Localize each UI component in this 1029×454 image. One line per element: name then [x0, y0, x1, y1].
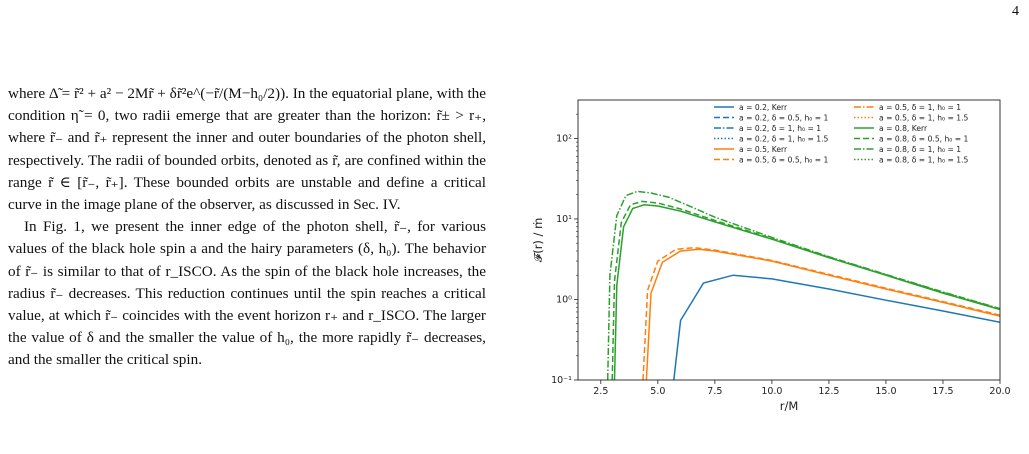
x-tick-label: 17.5	[932, 386, 953, 397]
text-line: radius r̃₋ decreases. This reduction con…	[8, 284, 351, 302]
legend-entry: a = 0.5, δ = 1, h₀ = 1.5	[879, 113, 969, 122]
series-line-4	[645, 248, 1000, 380]
text-line: where Δ̃ = r̃² + a² − 2Mr̃ + δr̃²e^(−r̃/…	[8, 85, 332, 102]
x-tick-label: 2.5	[593, 386, 608, 397]
text-line: Sec. IV.	[353, 196, 401, 214]
text-line: These bounded orbits are unstable and de…	[133, 173, 487, 191]
y-tick-label: 10⁰	[556, 294, 572, 305]
text-line: curve in the image plane of the observer…	[8, 196, 354, 214]
text-line: decreases, and the smaller the critical …	[8, 329, 486, 369]
x-tick-label: 10.0	[761, 386, 782, 397]
x-tick-label: 15.0	[875, 386, 896, 397]
legend-entry: a = 0.8, Kerr	[879, 124, 928, 133]
plot-frame	[577, 99, 1001, 381]
series-group	[606, 190, 1000, 380]
series-line-10	[606, 190, 1000, 380]
figure: 2.5 5.0 7.5 10.0 12.5 15.0 17.5 20.0 10⁻¹ 10⁰ 10¹ 1…	[520, 60, 1020, 440]
x-tick-label: 7.5	[707, 386, 722, 397]
text-line: that of r_ISCO. As the spin of the black…	[120, 262, 486, 280]
series-line-8	[613, 204, 1000, 380]
y-tick-label: 10¹	[556, 214, 572, 225]
text-line: denoted as r̃, are confined within the r…	[8, 151, 486, 191]
series-line-0	[673, 274, 1000, 380]
legend-entry: a = 0.5, δ = 0.5, h₀ = 1	[739, 155, 829, 164]
text-line: spin reaches a critical value, at which …	[8, 284, 486, 325]
text-line: r̃₋, for various values of the black hol…	[8, 218, 486, 258]
legend-entry: a = 0.8, δ = 1, h₀ = 1	[879, 145, 961, 154]
y-axis-label: 𝓕(r) / ṁ	[531, 218, 545, 263]
legend-entry: a = 0.2, δ = 0.5, h₀ = 1	[739, 113, 829, 122]
text-column: where Δ̃ = r̃² + a² − 2Mr̃ + δr̃²e^(−r̃/…	[8, 83, 486, 372]
text-line: photon shell, respectively. The radii of…	[8, 129, 486, 169]
text-line: In Fig. 1, we present the inner edge of …	[24, 218, 395, 236]
legend-entry: a = 0.5, Kerr	[739, 145, 788, 154]
text-line: hairy parameters (δ, h₀). The behavior o…	[8, 240, 487, 280]
legend-entry: a = 0.8, δ = 1, h₀ = 1.5	[879, 155, 969, 164]
x-tick-label: 20.0	[989, 386, 1010, 397]
x-axis-label: r/M	[780, 399, 799, 413]
legend-entry: a = 0.2, Kerr	[739, 103, 788, 112]
text-line: equatorial plane, with the condition η̃ …	[8, 85, 486, 125]
legend-entry: a = 0.8, δ = 0.5, h₀ = 1	[879, 134, 969, 143]
y-tick-label: 10⁻¹	[551, 375, 572, 386]
page-number: 4	[1012, 4, 1019, 19]
text-line: r̃₋ and r̃₊ represent the inner and oute…	[49, 129, 407, 147]
y-tick-label: 10²	[556, 133, 572, 144]
legend-entry: a = 0.2, δ = 1, h₀ = 1	[739, 124, 821, 133]
text-line: emerge that are greater than the horizon…	[8, 107, 486, 147]
paragraph: In Fig. 1, we present the inner edge of …	[8, 216, 486, 371]
text-line: δ and the smaller the value of h₀, the m…	[86, 329, 424, 347]
legend-entry: a = 0.5, δ = 1, h₀ = 1	[879, 103, 961, 112]
series-line-5	[642, 246, 1000, 380]
flux-chart: 2.5 5.0 7.5 10.0 12.5 15.0 17.5 20.0 10⁻¹ 10⁰ 10¹ 1…	[531, 99, 1011, 413]
text-line: the event horizon r₊ and r_ISCO. The lar…	[8, 307, 486, 347]
paragraph: where Δ̃ = r̃² + a² − 2Mr̃ + δr̃²e^(−r̃/…	[8, 83, 486, 216]
legend-entry: a = 0.2, δ = 1, h₀ = 1.5	[739, 134, 829, 143]
x-tick-label: 5.0	[650, 386, 665, 397]
series-line-9	[611, 200, 1000, 380]
x-tick-label: 12.5	[818, 386, 839, 397]
